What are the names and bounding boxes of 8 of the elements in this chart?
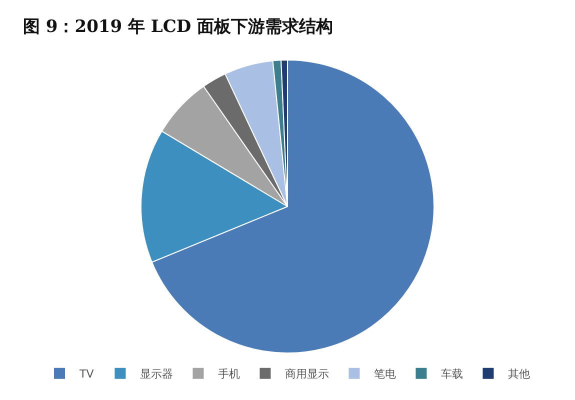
chart-title: 图 9：2019 年 LCD 面板下游需求结构 — [23, 16, 334, 37]
legend-label: 笔电 — [374, 368, 396, 381]
legend-label: 商用显示 — [285, 368, 330, 381]
legend-label: 车载 — [441, 368, 464, 381]
legend-label: TV — [78, 368, 94, 381]
legend-label: 其他 — [508, 368, 530, 381]
legend-label: 手机 — [218, 368, 240, 381]
legend-label: 显示器 — [140, 368, 174, 381]
